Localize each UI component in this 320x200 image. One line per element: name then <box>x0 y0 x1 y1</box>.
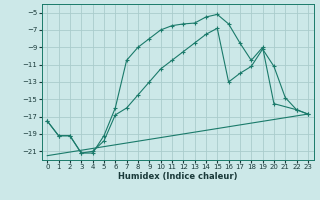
X-axis label: Humidex (Indice chaleur): Humidex (Indice chaleur) <box>118 172 237 181</box>
